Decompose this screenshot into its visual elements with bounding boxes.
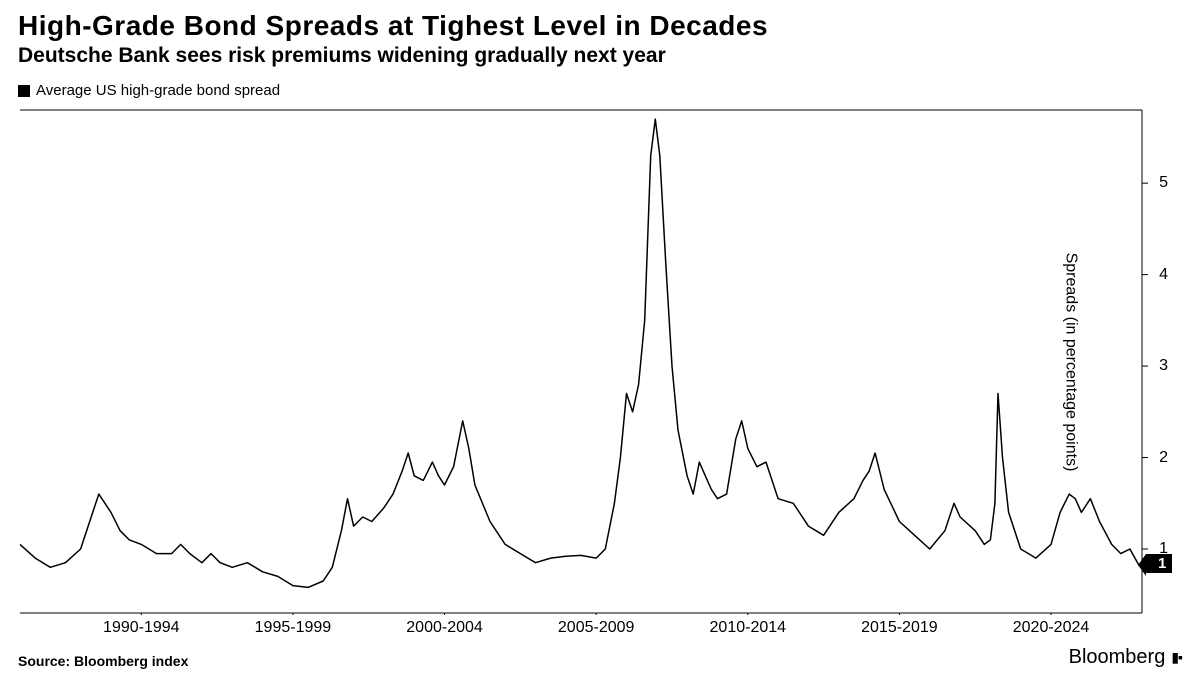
x-tick-label: 2000-2004 [406,619,483,637]
x-axis-labels: 1990-1994 1995-1999 2000-2004 2005-2009 2010… [18,619,1142,639]
x-tick-label: 2015-2019 [861,619,938,637]
y-axis-title: Spreads (in percentage points) [1062,252,1080,471]
brand-mark-icon: ▮▪ [1171,649,1182,666]
brand-logo: Bloomberg ▮▪ [1069,646,1182,669]
chart-area: Spreads (in percentage points) 1 [18,108,1182,615]
brand-text: Bloomberg [1069,646,1166,669]
y-tick-label: 3 [1159,357,1168,375]
line-chart-svg [18,108,1182,615]
legend-label: Average US high-grade bond spread [36,82,280,99]
chart-source: Source: Bloomberg index [18,653,188,669]
y-tick-label: 2 [1159,449,1168,467]
chart-subtitle: Deutsche Bank sees risk premiums widenin… [18,44,1182,68]
x-tick-label: 2005-2009 [558,619,635,637]
y-tick-label: 1 [1159,540,1168,558]
x-tick-label: 2010-2014 [710,619,787,637]
y-tick-label: 4 [1159,266,1168,284]
x-tick-label: 2020-2024 [1013,619,1090,637]
x-tick-label: 1995-1999 [255,619,332,637]
x-tick-label: 1990-1994 [103,619,180,637]
y-tick-label: 5 [1159,174,1168,192]
y-axis-labels: 1 2 3 4 5 [1142,108,1168,615]
legend-swatch [18,85,30,97]
legend: Average US high-grade bond spread [18,82,1182,99]
chart-title: High-Grade Bond Spreads at Tighest Level… [18,10,1182,42]
